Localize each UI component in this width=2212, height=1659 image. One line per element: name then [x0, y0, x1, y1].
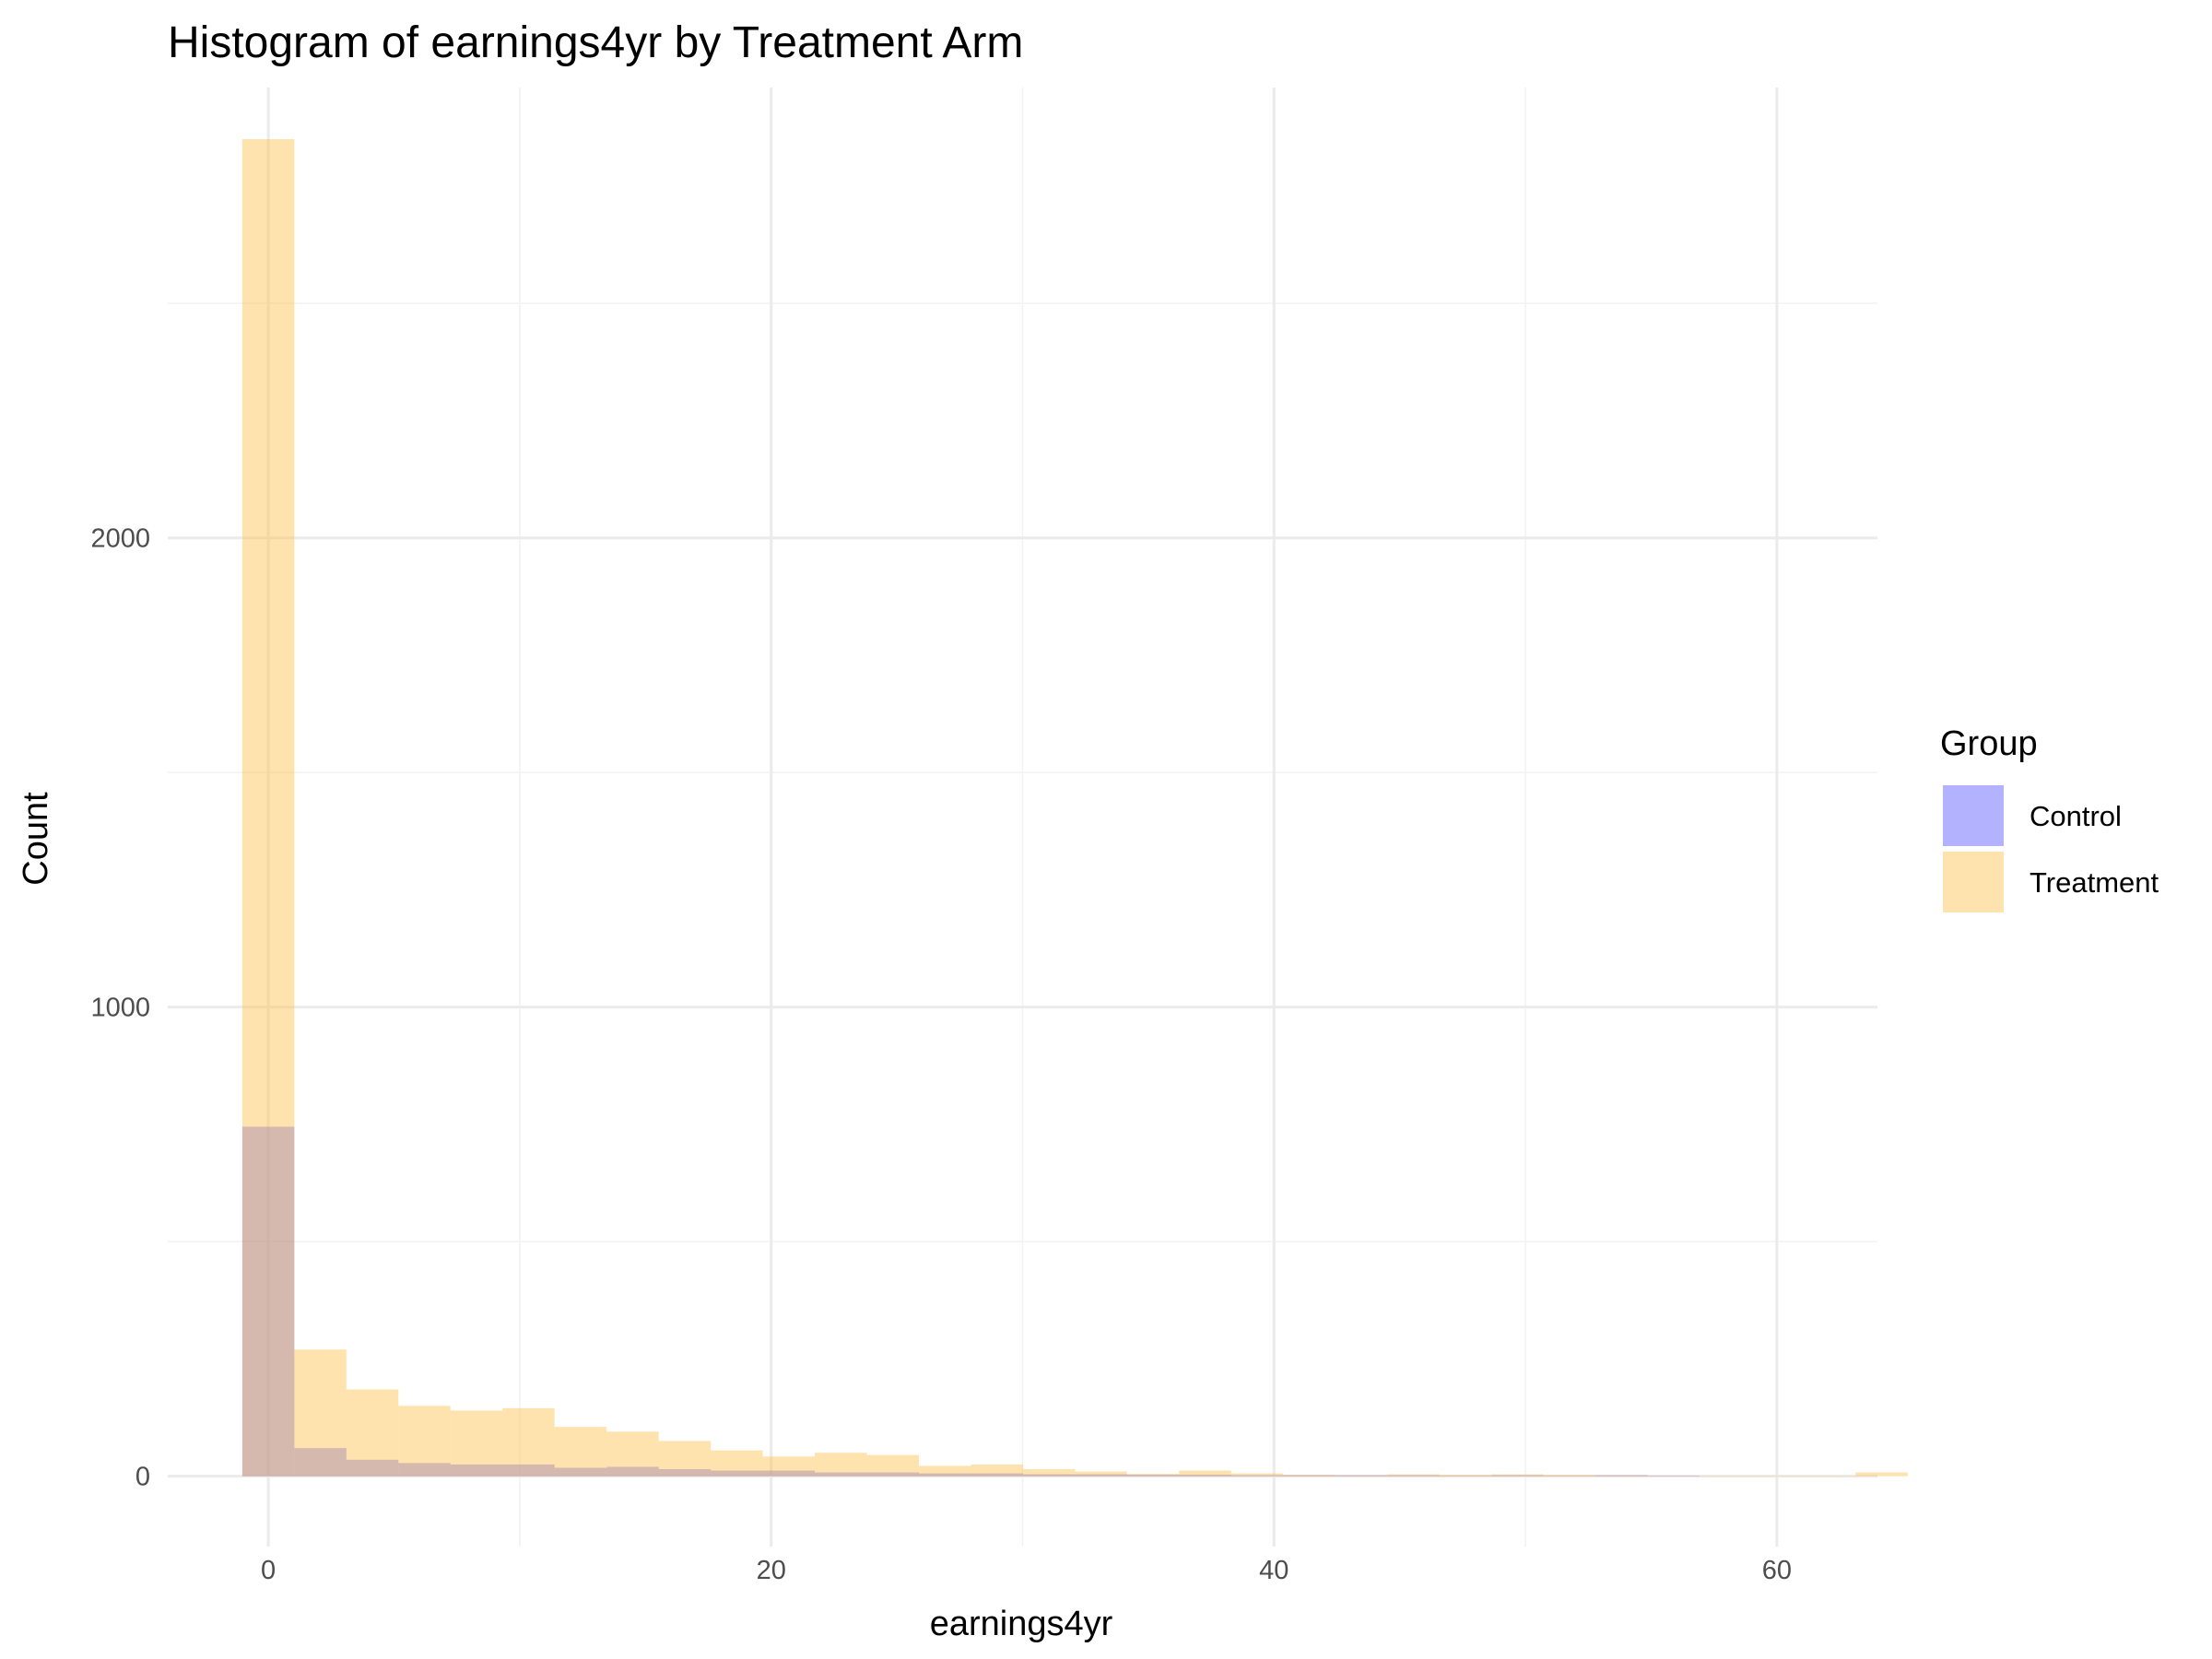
bar-control: [918, 1473, 971, 1477]
bar-control: [658, 1469, 712, 1477]
legend-title: Group: [1940, 724, 2038, 763]
bar-treatment: [971, 1464, 1023, 1477]
y-tick-label: 2000: [90, 524, 150, 554]
bar-control: [1543, 1476, 1596, 1477]
bar-treatment: [866, 1454, 919, 1477]
bar-treatment: [1751, 1476, 1804, 1477]
y-axis-title: Count: [17, 792, 55, 886]
x-tick-label: 60: [1762, 1556, 1792, 1585]
bar-treatment: [1126, 1474, 1180, 1477]
bar-treatment: [1855, 1472, 1908, 1477]
bar-treatment: [711, 1450, 763, 1477]
bar-control: [1126, 1475, 1180, 1477]
legend-label-control: Control: [2030, 800, 2122, 832]
bar-control: [866, 1472, 919, 1477]
legend-label-treatment: Treatment: [2030, 866, 2159, 899]
bar-treatment: [1491, 1474, 1544, 1477]
bar-control: [554, 1467, 607, 1477]
bar-treatment: [1699, 1476, 1752, 1477]
bar-control: [1335, 1475, 1388, 1477]
bar-control: [971, 1473, 1023, 1477]
bar-control: [398, 1463, 451, 1477]
bar-control: [241, 1126, 295, 1477]
bar-control: [1283, 1475, 1335, 1477]
bar-treatment: [918, 1465, 971, 1477]
bar-treatment: [1543, 1475, 1596, 1477]
bar-control: [1230, 1475, 1284, 1477]
bar-treatment: [450, 1410, 503, 1477]
x-tick-label: 0: [261, 1556, 276, 1585]
bar-treatment: [1387, 1474, 1440, 1477]
y-tick-label: 0: [135, 1463, 150, 1492]
bar-treatment: [1439, 1475, 1492, 1477]
bar-control: [1439, 1476, 1492, 1477]
bar-treatment: [1075, 1471, 1127, 1477]
bar-treatment: [1803, 1476, 1856, 1477]
bar-control: [711, 1470, 763, 1477]
ticks: 0 20 40 60 0 1000 2000: [90, 524, 1792, 1585]
bar-treatment: [294, 1349, 347, 1477]
legend-key-treatment: [1943, 852, 2004, 912]
grid: [168, 88, 1877, 1547]
bar-treatment: [554, 1427, 607, 1477]
bar-control: [502, 1464, 555, 1477]
bar-control: [1647, 1476, 1700, 1477]
bar-control: [762, 1470, 816, 1477]
x-axis-title: earnings4yr: [930, 1605, 1113, 1643]
bars: [241, 138, 1908, 1477]
bar-control: [1179, 1475, 1231, 1477]
bar-control: [1022, 1474, 1076, 1477]
bar-treatment: [658, 1441, 712, 1477]
bar-treatment: [606, 1431, 659, 1477]
bar-treatment: [398, 1406, 451, 1477]
bar-control: [450, 1464, 503, 1477]
bar-treatment: [1647, 1476, 1700, 1477]
bar-control: [1595, 1475, 1648, 1477]
y-tick-label: 1000: [90, 994, 150, 1023]
bar-control: [815, 1472, 867, 1477]
bar-treatment: [241, 138, 295, 1477]
bar-treatment: [762, 1456, 816, 1477]
bar-treatment: [1335, 1475, 1388, 1477]
bar-treatment: [1595, 1475, 1648, 1477]
bar-control: [1075, 1474, 1127, 1477]
chart-title: Histogram of earnings4yr by Treatment Ar…: [168, 18, 1023, 67]
series-control: [241, 1126, 1700, 1477]
bar-control: [606, 1466, 659, 1477]
bar-control: [1387, 1475, 1440, 1477]
bar-treatment: [1179, 1470, 1231, 1477]
bar-treatment: [815, 1453, 867, 1477]
bar-control: [1491, 1475, 1544, 1477]
bar-treatment: [1283, 1475, 1335, 1477]
bar-treatment: [1230, 1473, 1284, 1477]
x-tick-label: 40: [1259, 1556, 1288, 1585]
bar-control: [294, 1448, 347, 1477]
legend-key-control: [1943, 785, 2004, 846]
x-tick-label: 20: [757, 1556, 786, 1585]
bar-treatment: [1022, 1469, 1076, 1477]
legend: Group Control Treatment: [1940, 724, 2159, 912]
bar-treatment: [346, 1389, 399, 1477]
bar-control: [346, 1459, 399, 1477]
series-treatment: [241, 138, 1908, 1477]
bar-treatment: [502, 1407, 555, 1477]
